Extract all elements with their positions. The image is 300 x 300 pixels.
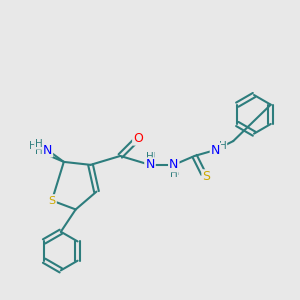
Text: H: H (35, 139, 42, 149)
Text: H: H (148, 152, 155, 162)
Text: S: S (48, 196, 56, 206)
Text: H: H (219, 140, 226, 151)
Text: N: N (43, 143, 52, 154)
Text: H: H (146, 152, 154, 162)
Text: H: H (172, 167, 179, 177)
Text: H: H (29, 140, 36, 151)
Text: O: O (134, 133, 142, 143)
Text: H: H (148, 152, 155, 162)
Text: N: N (169, 158, 178, 171)
Text: N: N (43, 143, 52, 157)
Text: N: N (37, 143, 46, 154)
Text: N: N (211, 143, 220, 157)
Text: O: O (133, 132, 143, 145)
Text: S: S (48, 196, 56, 206)
Text: S: S (203, 172, 210, 182)
Text: N: N (145, 158, 155, 171)
Text: H: H (35, 146, 42, 157)
Text: H: H (219, 140, 227, 151)
Text: N: N (211, 145, 220, 155)
Text: N: N (146, 160, 154, 170)
Text: S: S (202, 170, 211, 183)
Text: N: N (169, 160, 178, 170)
Text: H: H (170, 169, 178, 179)
Text: H: H (35, 146, 42, 157)
